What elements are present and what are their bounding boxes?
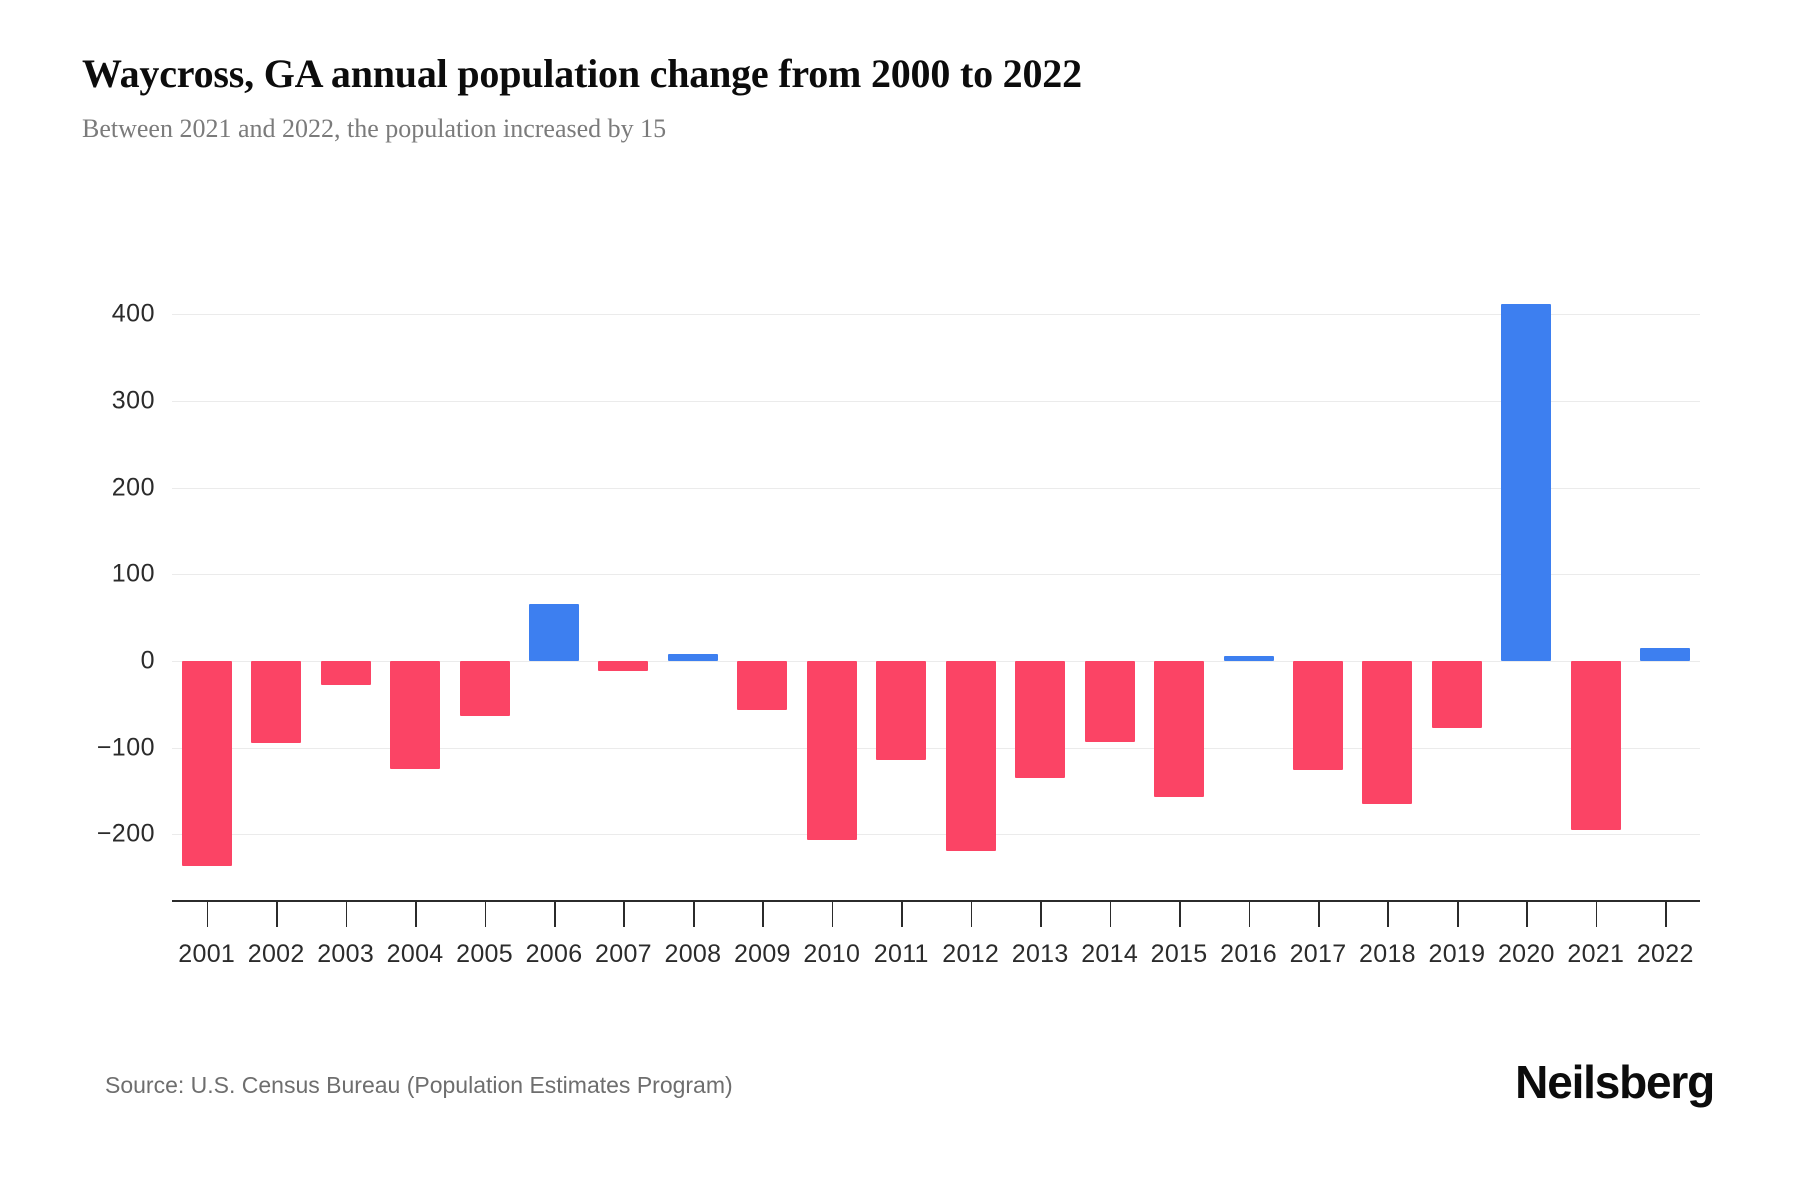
bar-2013[interactable] bbox=[1015, 661, 1066, 779]
x-tick-label-2018: 2018 bbox=[1359, 940, 1416, 968]
x-tick-label-2019: 2019 bbox=[1428, 940, 1486, 968]
bar-2019[interactable] bbox=[1431, 661, 1482, 728]
x-tick-2021 bbox=[1595, 901, 1598, 927]
x-tick-label-2003: 2003 bbox=[317, 940, 375, 968]
x-tick-label-2006: 2006 bbox=[525, 940, 583, 968]
bar-2022[interactable] bbox=[1640, 647, 1691, 661]
x-tick-label-2022: 2022 bbox=[1636, 940, 1694, 968]
x-tick-label-2021: 2021 bbox=[1567, 940, 1625, 968]
page-title: Waycross, GA annual population change fr… bbox=[82, 51, 1082, 96]
x-tick-label-2013: 2013 bbox=[1011, 940, 1069, 968]
bar-2001[interactable] bbox=[181, 661, 232, 867]
gridline-100 bbox=[172, 574, 1700, 576]
x-tick-label-2014: 2014 bbox=[1081, 940, 1139, 968]
x-tick-2009 bbox=[762, 901, 764, 927]
x-tick-2006 bbox=[554, 901, 556, 927]
x-tick-label-2010: 2010 bbox=[803, 940, 861, 968]
x-tick-2014 bbox=[1109, 901, 1112, 927]
bar-2005[interactable] bbox=[459, 661, 510, 716]
x-tick-2008 bbox=[692, 901, 695, 927]
x-tick-2022 bbox=[1665, 901, 1667, 927]
bar-2004[interactable] bbox=[390, 661, 441, 769]
y-tick-label: −200 bbox=[96, 819, 155, 848]
x-tick-label-2004: 2004 bbox=[386, 940, 444, 968]
x-tick-2013 bbox=[1040, 901, 1042, 927]
x-tick-label-2001: 2001 bbox=[178, 940, 236, 968]
x-tick-label-2017: 2017 bbox=[1289, 940, 1347, 968]
bar-2012[interactable] bbox=[945, 661, 996, 851]
bar-2020[interactable] bbox=[1501, 303, 1552, 661]
y-tick-label: 100 bbox=[111, 559, 155, 588]
x-tick-2016 bbox=[1248, 901, 1251, 927]
gridline--100 bbox=[172, 747, 1700, 749]
y-tick-label: −100 bbox=[96, 733, 155, 762]
bar-2002[interactable] bbox=[251, 661, 302, 744]
source-note: Source: U.S. Census Bureau (Population E… bbox=[105, 1072, 733, 1098]
bar-2006[interactable] bbox=[528, 603, 579, 661]
x-tick-2005 bbox=[484, 901, 487, 927]
brand-logo: Neilsberg bbox=[1515, 1056, 1715, 1108]
bar-2003[interactable] bbox=[320, 661, 371, 686]
gridline--200 bbox=[172, 834, 1700, 836]
x-tick-2010 bbox=[831, 901, 834, 927]
bar-2008[interactable] bbox=[667, 654, 718, 661]
x-tick-label-2009: 2009 bbox=[733, 940, 791, 968]
bar-2017[interactable] bbox=[1292, 661, 1343, 771]
bar-2011[interactable] bbox=[876, 661, 927, 760]
x-tick-2019 bbox=[1456, 901, 1459, 927]
x-tick-label-2012: 2012 bbox=[942, 940, 1000, 968]
y-tick-label: 0 bbox=[140, 646, 155, 675]
x-tick-label-2008: 2008 bbox=[664, 940, 722, 968]
bar-2021[interactable] bbox=[1570, 661, 1621, 831]
x-tick-label-2016: 2016 bbox=[1220, 940, 1277, 968]
x-tick-2007 bbox=[623, 901, 626, 927]
gridline-200 bbox=[172, 487, 1700, 489]
x-tick-2012 bbox=[970, 901, 973, 927]
bar-2007[interactable] bbox=[598, 661, 649, 671]
x-tick-2001 bbox=[206, 901, 209, 927]
gridline-400 bbox=[172, 314, 1700, 316]
y-tick-label: 300 bbox=[111, 386, 155, 415]
x-tick-2003 bbox=[345, 901, 348, 927]
bar-2009[interactable] bbox=[737, 661, 788, 711]
x-tick-label-2020: 2020 bbox=[1497, 940, 1555, 968]
chart-subtitle: Between 2021 and 2022, the population in… bbox=[82, 114, 667, 143]
x-tick-2017 bbox=[1318, 901, 1320, 927]
x-tick-2018 bbox=[1387, 901, 1390, 927]
x-axis-line bbox=[172, 900, 1700, 902]
x-tick-2004 bbox=[415, 901, 417, 927]
x-tick-2020 bbox=[1526, 901, 1528, 927]
x-tick-label-2007: 2007 bbox=[595, 940, 652, 968]
bar-2018[interactable] bbox=[1362, 661, 1413, 805]
x-tick-label-2015: 2015 bbox=[1150, 940, 1208, 968]
y-tick-label: 200 bbox=[111, 473, 155, 502]
gridline-300 bbox=[172, 400, 1700, 402]
x-tick-2015 bbox=[1179, 901, 1181, 927]
x-tick-label-2011: 2011 bbox=[873, 940, 929, 968]
y-tick-label: 400 bbox=[111, 299, 155, 328]
x-tick-2002 bbox=[276, 901, 278, 927]
x-tick-label-2002: 2002 bbox=[247, 940, 305, 968]
bar-series bbox=[172, 0, 1700, 1200]
bar-2016[interactable] bbox=[1223, 655, 1274, 661]
bar-2010[interactable] bbox=[806, 661, 857, 841]
bar-2014[interactable] bbox=[1084, 661, 1135, 743]
x-tick-2011 bbox=[901, 901, 903, 927]
gridline-0 bbox=[172, 661, 1700, 662]
x-tick-label-2005: 2005 bbox=[456, 940, 513, 968]
bar-2015[interactable] bbox=[1154, 661, 1205, 798]
chart-header: Waycross, GA annual population change fr… bbox=[82, 52, 1722, 144]
